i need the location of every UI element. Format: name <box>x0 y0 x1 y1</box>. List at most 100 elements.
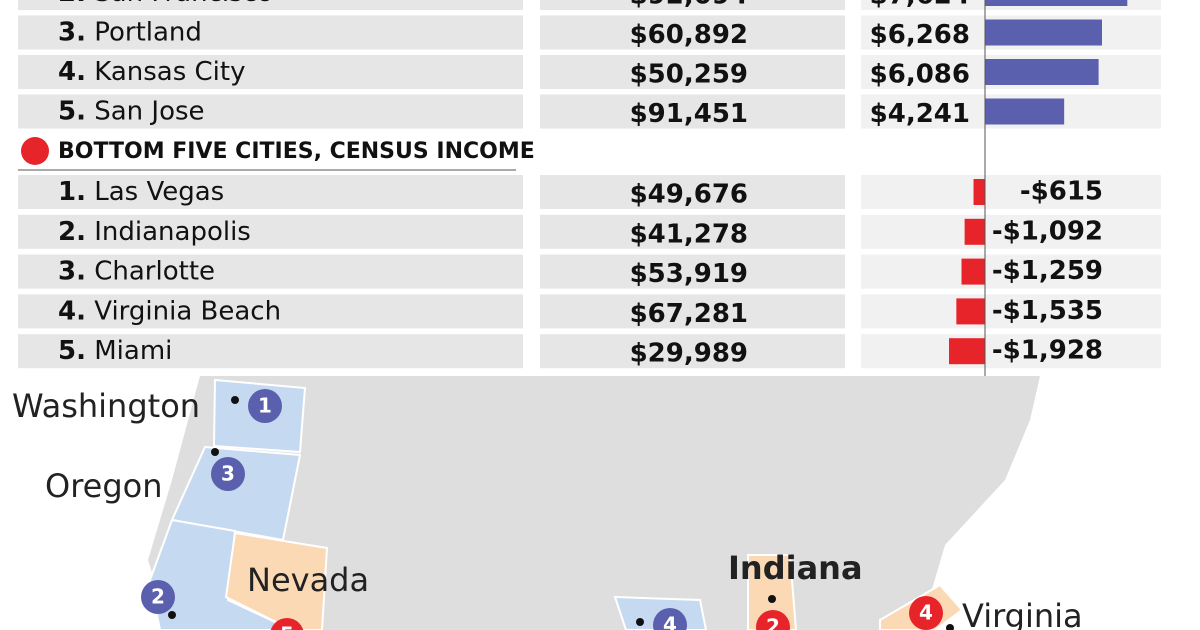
change-label: -$1,928 <box>992 336 1103 366</box>
income: $53,919 <box>630 259 748 289</box>
row-bg <box>18 0 523 10</box>
change-bar <box>985 0 1128 6</box>
legend-dot <box>21 137 49 165</box>
income: $60,892 <box>630 20 748 50</box>
change-bar <box>949 338 985 365</box>
city-label: 4. Virginia Beach <box>58 296 281 326</box>
city-label: 2. San Francisco <box>58 0 273 8</box>
change-bar <box>985 59 1099 85</box>
income-bg <box>540 0 845 10</box>
income-bg <box>540 334 845 369</box>
change-label: $4,241 <box>870 99 970 129</box>
income-bg <box>540 214 845 249</box>
rank: 3. <box>58 17 86 47</box>
change-bg <box>861 175 1161 209</box>
us-map <box>148 376 1040 630</box>
row-bg <box>18 94 523 129</box>
change-bg <box>861 214 1161 249</box>
change-bg <box>861 254 1161 289</box>
city: Indianapolis <box>94 216 251 246</box>
section-header: BOTTOM FIVE CITIES, CENSUS INCOME <box>58 139 535 164</box>
income-bg <box>540 15 845 50</box>
change-label: -$1,259 <box>992 256 1103 286</box>
city-label: 2. Indianapolis <box>58 216 251 246</box>
change-label: $6,086 <box>870 60 970 90</box>
income: $50,259 <box>630 60 748 90</box>
marker-label: 5 <box>280 623 294 630</box>
marker-circle <box>141 580 175 614</box>
city-label: 1. Las Vegas <box>58 177 224 207</box>
city: San Jose <box>94 96 204 126</box>
marker-circle <box>270 618 304 630</box>
income: $29,989 <box>630 339 748 369</box>
marker-circle <box>211 457 245 491</box>
map: Washington Oregon Nevada Indiana Virginia 1 3… <box>12 376 1083 630</box>
row-bg <box>18 214 523 249</box>
city: Charlotte <box>94 256 215 286</box>
california-shape <box>148 518 293 630</box>
income: $92,094 <box>630 0 748 11</box>
row-bg <box>18 334 523 369</box>
rank: 2. <box>58 0 86 8</box>
marker-circle <box>909 596 943 630</box>
city: Miami <box>94 336 172 366</box>
marker-label: 3 <box>221 462 235 486</box>
marker-circle <box>756 610 790 630</box>
city: Portland <box>94 17 202 47</box>
map-markers: 1 3 2 4 2 4 5 <box>141 389 943 630</box>
city: Las Vegas <box>94 177 224 207</box>
city-label: 5. Miami <box>58 336 172 366</box>
state-label: Nevada <box>247 561 369 599</box>
income: $49,676 <box>630 180 748 210</box>
city-label: 3. Charlotte <box>58 256 215 286</box>
marker-label: 4 <box>663 613 677 630</box>
income-bg <box>540 294 845 329</box>
rank: 5. <box>58 96 86 126</box>
rank: 1. <box>58 177 86 207</box>
marker-label: 2 <box>151 585 165 609</box>
row-bg <box>18 175 523 209</box>
marker-label: 1 <box>258 394 272 418</box>
state-label: Oregon <box>45 467 163 505</box>
income-bg <box>540 55 845 89</box>
marker-label: 4 <box>919 601 933 625</box>
change-label: -$1,535 <box>992 296 1103 326</box>
rank: 4. <box>58 296 86 326</box>
change-label: $6,268 <box>870 20 970 50</box>
marker-label: 2 <box>766 615 780 630</box>
row-bg <box>18 15 523 50</box>
change-bar <box>985 98 1065 125</box>
indiana-shape <box>747 554 798 630</box>
change-bg <box>861 334 1161 369</box>
city: Kansas City <box>94 57 245 87</box>
income: $91,451 <box>630 99 748 129</box>
row-bg <box>18 294 523 329</box>
city: Virginia Beach <box>94 296 281 326</box>
rank: 3. <box>58 256 86 286</box>
row-bg <box>18 254 523 289</box>
state-label: Virginia <box>962 597 1083 630</box>
rank: 2. <box>58 216 86 246</box>
state-label: Indiana <box>728 549 863 587</box>
marker-circle <box>653 608 687 630</box>
income-bg <box>540 254 845 289</box>
change-label: -$615 <box>1020 177 1103 207</box>
income: $67,281 <box>630 299 748 329</box>
city-label: 4. Kansas City <box>58 57 246 87</box>
marker-circle <box>248 389 282 423</box>
rank: 5. <box>58 336 86 366</box>
row-bg <box>18 55 523 89</box>
city-label: 3. Portland <box>58 17 202 47</box>
change-label: $7,624 <box>870 0 970 11</box>
change-bar <box>973 179 985 205</box>
change-bar <box>961 258 985 285</box>
city: San Francisco <box>94 0 273 8</box>
state-label: Washington <box>12 387 200 425</box>
income-bg <box>540 175 845 209</box>
change-bar <box>964 218 985 245</box>
change-bar <box>985 19 1102 46</box>
city-label: 5. San Jose <box>58 96 205 126</box>
state-labels: Washington Oregon Nevada Indiana Virginia <box>12 387 1083 630</box>
income-bg <box>540 94 845 129</box>
